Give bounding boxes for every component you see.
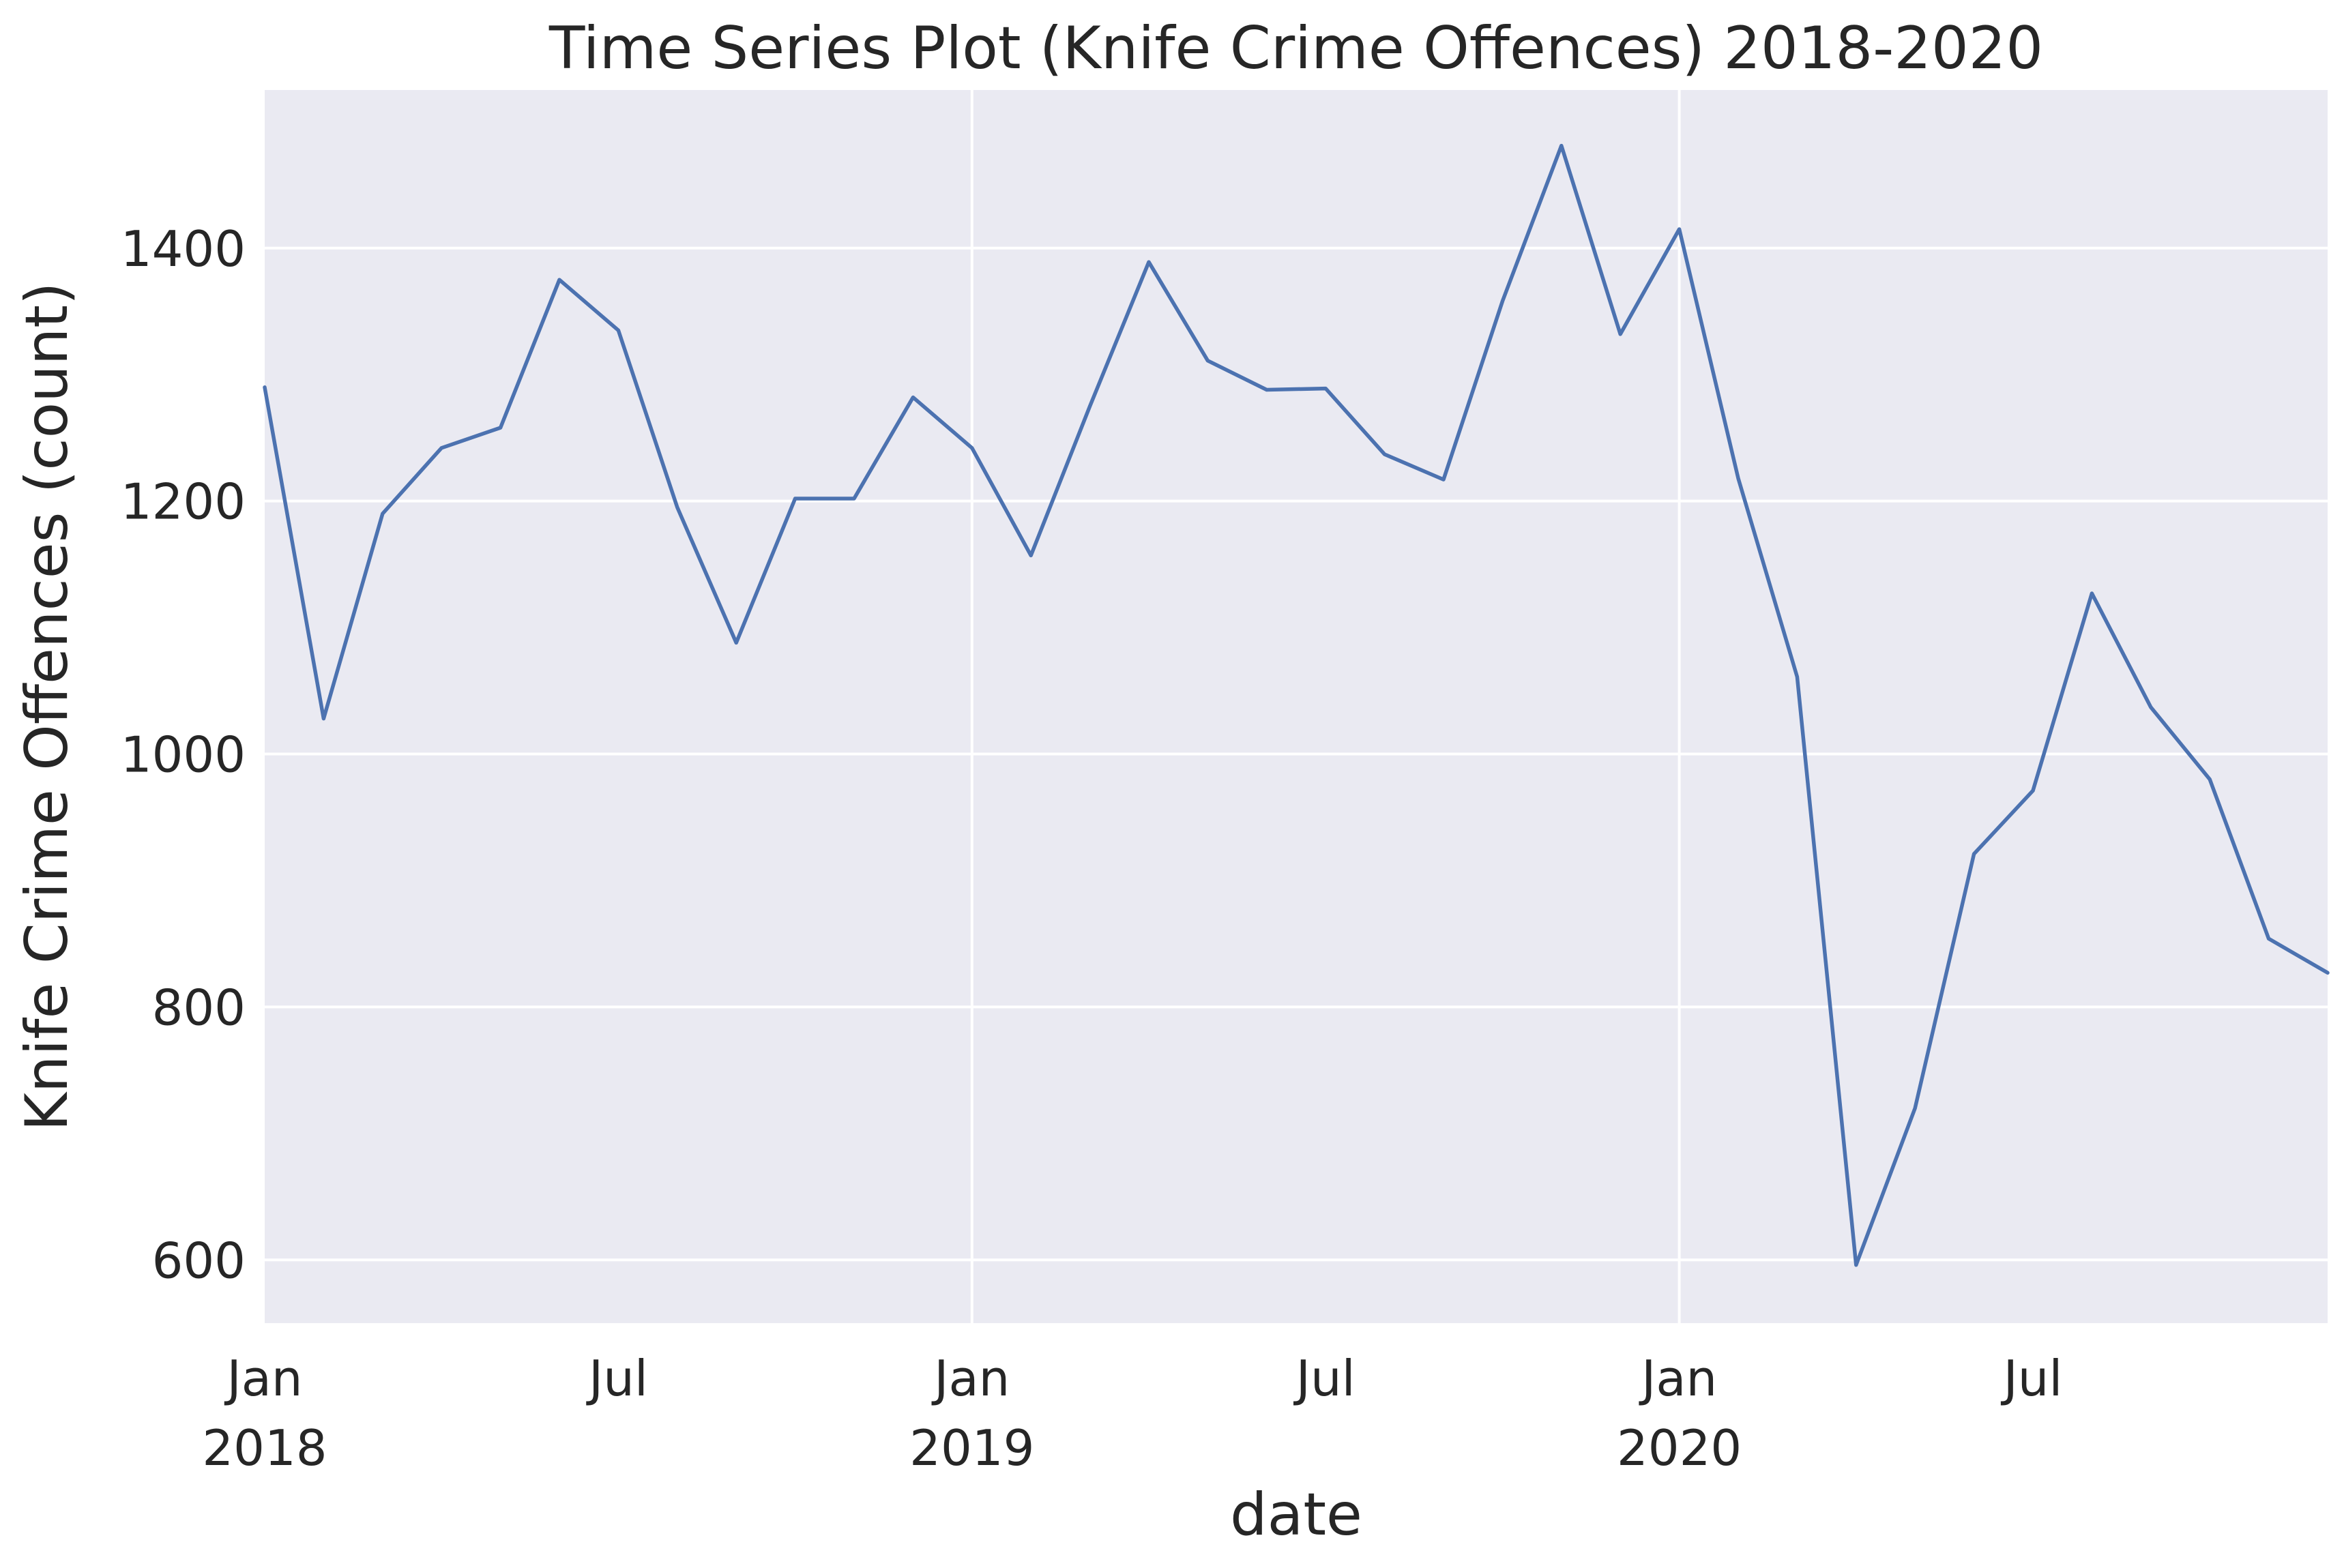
x-tick-year-label: 2020 xyxy=(1617,1419,1742,1477)
y-tick-label: 1400 xyxy=(121,220,246,278)
series-line xyxy=(263,143,2330,1267)
y-tick-label: 1200 xyxy=(121,473,246,531)
y-tick-label: 1000 xyxy=(121,726,246,784)
y-tick-label: 800 xyxy=(152,979,246,1036)
x-gridlines xyxy=(970,90,1681,1323)
x-tick-labels: Jan 2018 Jul Jan 2019 Jul Jan 2020 Jul xyxy=(202,1350,2062,1477)
x-tick-year-label: 2018 xyxy=(202,1419,327,1477)
y-axis-label: Knife Crime Offences (count) xyxy=(13,282,81,1131)
y-tick-labels: 600 800 1000 1200 1400 xyxy=(121,220,246,1289)
chart-title: Time Series Plot (Knife Crime Offences) … xyxy=(548,14,2043,83)
x-axis-label: date xyxy=(1230,1481,1362,1549)
plot-background xyxy=(265,90,2328,1323)
x-tick-label: Jul xyxy=(1293,1350,1356,1407)
x-tick-label: Jan xyxy=(931,1350,1010,1407)
y-gridlines xyxy=(265,246,2328,1262)
x-tick-label: Jan xyxy=(1639,1350,1717,1407)
x-tick-label: Jan xyxy=(224,1350,303,1407)
y-tick-label: 600 xyxy=(152,1232,246,1289)
x-tick-year-label: 2019 xyxy=(909,1419,1034,1477)
x-tick-label: Jul xyxy=(586,1350,648,1407)
x-tick-label: Jul xyxy=(2001,1350,2063,1407)
